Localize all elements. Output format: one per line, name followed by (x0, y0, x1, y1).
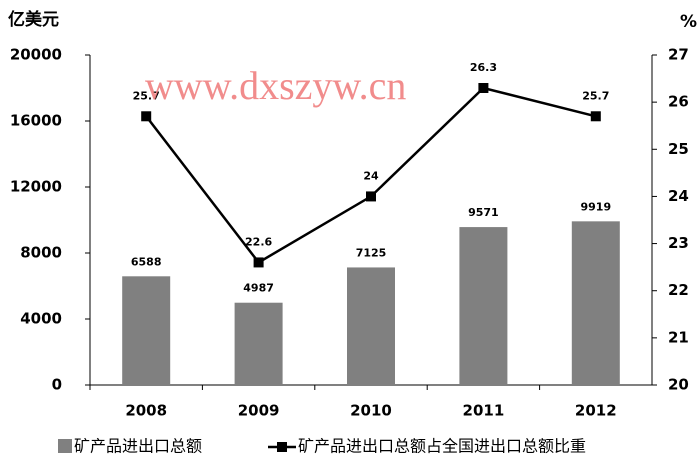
bar (234, 302, 283, 385)
y2-unit: % (680, 12, 697, 32)
value-label: 9919 (580, 200, 611, 213)
value-label: 22.6 (245, 235, 272, 248)
y2-tick-label: 26 (668, 93, 689, 111)
y2-tick-label: 27 (668, 46, 689, 64)
y-tick-label: 0 (52, 376, 62, 394)
x-tick-label: 2012 (575, 402, 617, 420)
y2-tick-label: 22 (668, 281, 689, 299)
value-label: 6588 (131, 255, 162, 268)
marker (253, 257, 264, 268)
value-label: 4987 (243, 282, 274, 295)
y-tick-label: 12000 (10, 178, 62, 196)
bar (347, 267, 395, 385)
x-tick-label: 2009 (238, 402, 280, 420)
y2-tick-label: 25 (668, 140, 689, 158)
value-label: 25.7 (582, 89, 609, 102)
bar (571, 221, 620, 385)
legend-swatch (277, 442, 287, 452)
y2-tick-label: 23 (668, 234, 689, 252)
bar (459, 227, 508, 385)
marker (590, 111, 601, 122)
bar (122, 276, 171, 385)
watermark: www.dxszyw.cn (145, 63, 406, 108)
y-tick-label: 4000 (20, 310, 62, 328)
x-tick-label: 2008 (125, 402, 167, 420)
y-tick-label: 16000 (10, 112, 62, 130)
y-tick-label: 8000 (20, 244, 62, 262)
marker (478, 83, 489, 93)
value-label: 26.3 (470, 61, 497, 74)
x-tick-label: 2010 (350, 402, 392, 420)
y2-tick-label: 20 (668, 376, 689, 394)
legend-label: 矿产品进出口总额 (74, 437, 202, 456)
value-label: 7125 (356, 246, 387, 259)
value-label: 24 (363, 169, 379, 182)
y-unit: 亿美元 (8, 9, 59, 30)
legend-label: 矿产品进出口总额占全国进出口总额比重 (298, 437, 586, 456)
value-label: 25.7 (133, 89, 160, 102)
y-tick-label: 20000 (10, 46, 62, 64)
legend-swatch (58, 439, 72, 453)
y2-tick-label: 21 (668, 328, 689, 346)
marker (141, 111, 152, 122)
value-label: 9571 (468, 206, 499, 219)
x-tick-label: 2011 (463, 402, 505, 420)
marker (366, 191, 376, 202)
y2-tick-label: 24 (668, 187, 689, 205)
